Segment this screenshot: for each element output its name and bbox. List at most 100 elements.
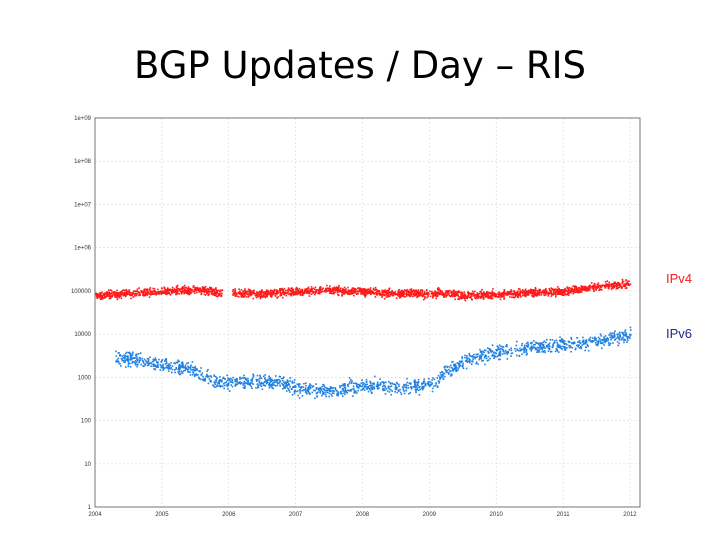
data-point [595, 343, 597, 346]
data-point [213, 291, 216, 294]
data-point [96, 297, 99, 299]
data-point [485, 292, 488, 295]
data-point [148, 296, 151, 298]
data-point [560, 338, 563, 340]
data-point [542, 343, 545, 346]
data-point [562, 345, 565, 348]
data-point [129, 358, 132, 360]
data-point [384, 291, 387, 293]
data-point [269, 384, 271, 386]
data-point [260, 296, 262, 298]
data-point [400, 295, 403, 297]
data-point [405, 295, 408, 297]
data-point [234, 385, 237, 387]
data-point [305, 291, 308, 294]
data-point [330, 292, 332, 295]
data-point [453, 364, 455, 367]
data-point [268, 384, 271, 386]
data-point [604, 341, 606, 344]
data-point [448, 294, 451, 297]
data-point [183, 292, 185, 295]
data-point [288, 288, 291, 291]
data-point [500, 293, 503, 296]
data-point [521, 342, 524, 345]
data-point [291, 380, 294, 383]
data-point [541, 291, 544, 293]
data-point [361, 291, 364, 293]
data-point [499, 298, 502, 301]
data-point [290, 294, 293, 297]
data-point [270, 385, 272, 388]
data-point [536, 342, 538, 344]
data-point [356, 392, 358, 394]
data-point [281, 288, 284, 291]
data-point [556, 346, 559, 348]
data-point [244, 289, 247, 292]
data-point [439, 292, 441, 295]
data-point [581, 344, 584, 346]
data-point [375, 290, 378, 293]
data-point [136, 353, 138, 356]
data-point [629, 326, 632, 329]
data-point [469, 355, 471, 357]
data-point [470, 363, 473, 365]
data-point [486, 359, 489, 362]
data-point [463, 291, 466, 294]
data-point [208, 293, 211, 295]
data-point [424, 384, 427, 386]
data-point [351, 388, 353, 391]
data-point [360, 291, 363, 294]
data-point [301, 292, 304, 294]
data-point [613, 335, 616, 337]
data-point [183, 289, 186, 292]
data-point [454, 367, 457, 370]
data-point [408, 382, 411, 384]
data-point [292, 292, 294, 294]
data-point [205, 375, 208, 378]
data-point [261, 296, 264, 298]
data-point [299, 392, 301, 394]
data-point [382, 293, 384, 296]
data-point [395, 381, 398, 384]
data-point [407, 384, 409, 387]
data-point [510, 292, 512, 295]
data-point [206, 288, 209, 290]
data-point [285, 289, 287, 292]
data-point [391, 382, 394, 385]
data-point [381, 294, 384, 297]
data-point [219, 379, 222, 382]
data-point [298, 385, 300, 388]
data-point [372, 386, 374, 388]
data-point [356, 383, 358, 386]
data-point [500, 296, 502, 298]
data-point [96, 293, 99, 295]
data-point [283, 376, 285, 379]
data-point [255, 380, 258, 382]
data-point [374, 375, 376, 378]
data-point [624, 329, 627, 331]
data-point [296, 390, 299, 392]
data-point [519, 295, 522, 298]
data-point [603, 336, 605, 338]
data-point [242, 384, 244, 386]
data-point [414, 388, 417, 391]
data-point [327, 288, 330, 290]
data-point [150, 362, 152, 365]
data-point [259, 297, 262, 300]
data-point [312, 291, 314, 293]
data-point [471, 298, 473, 301]
data-point [460, 361, 462, 363]
data-point [135, 355, 137, 357]
data-point [586, 344, 589, 346]
data-point [252, 374, 255, 377]
data-point [541, 344, 544, 347]
data-point [142, 360, 144, 363]
data-point [315, 289, 318, 292]
data-point [569, 341, 571, 343]
data-point [334, 287, 336, 289]
data-point [240, 288, 243, 291]
data-point [598, 289, 600, 292]
data-point [147, 364, 150, 367]
data-point [541, 343, 543, 345]
data-point [612, 287, 614, 290]
